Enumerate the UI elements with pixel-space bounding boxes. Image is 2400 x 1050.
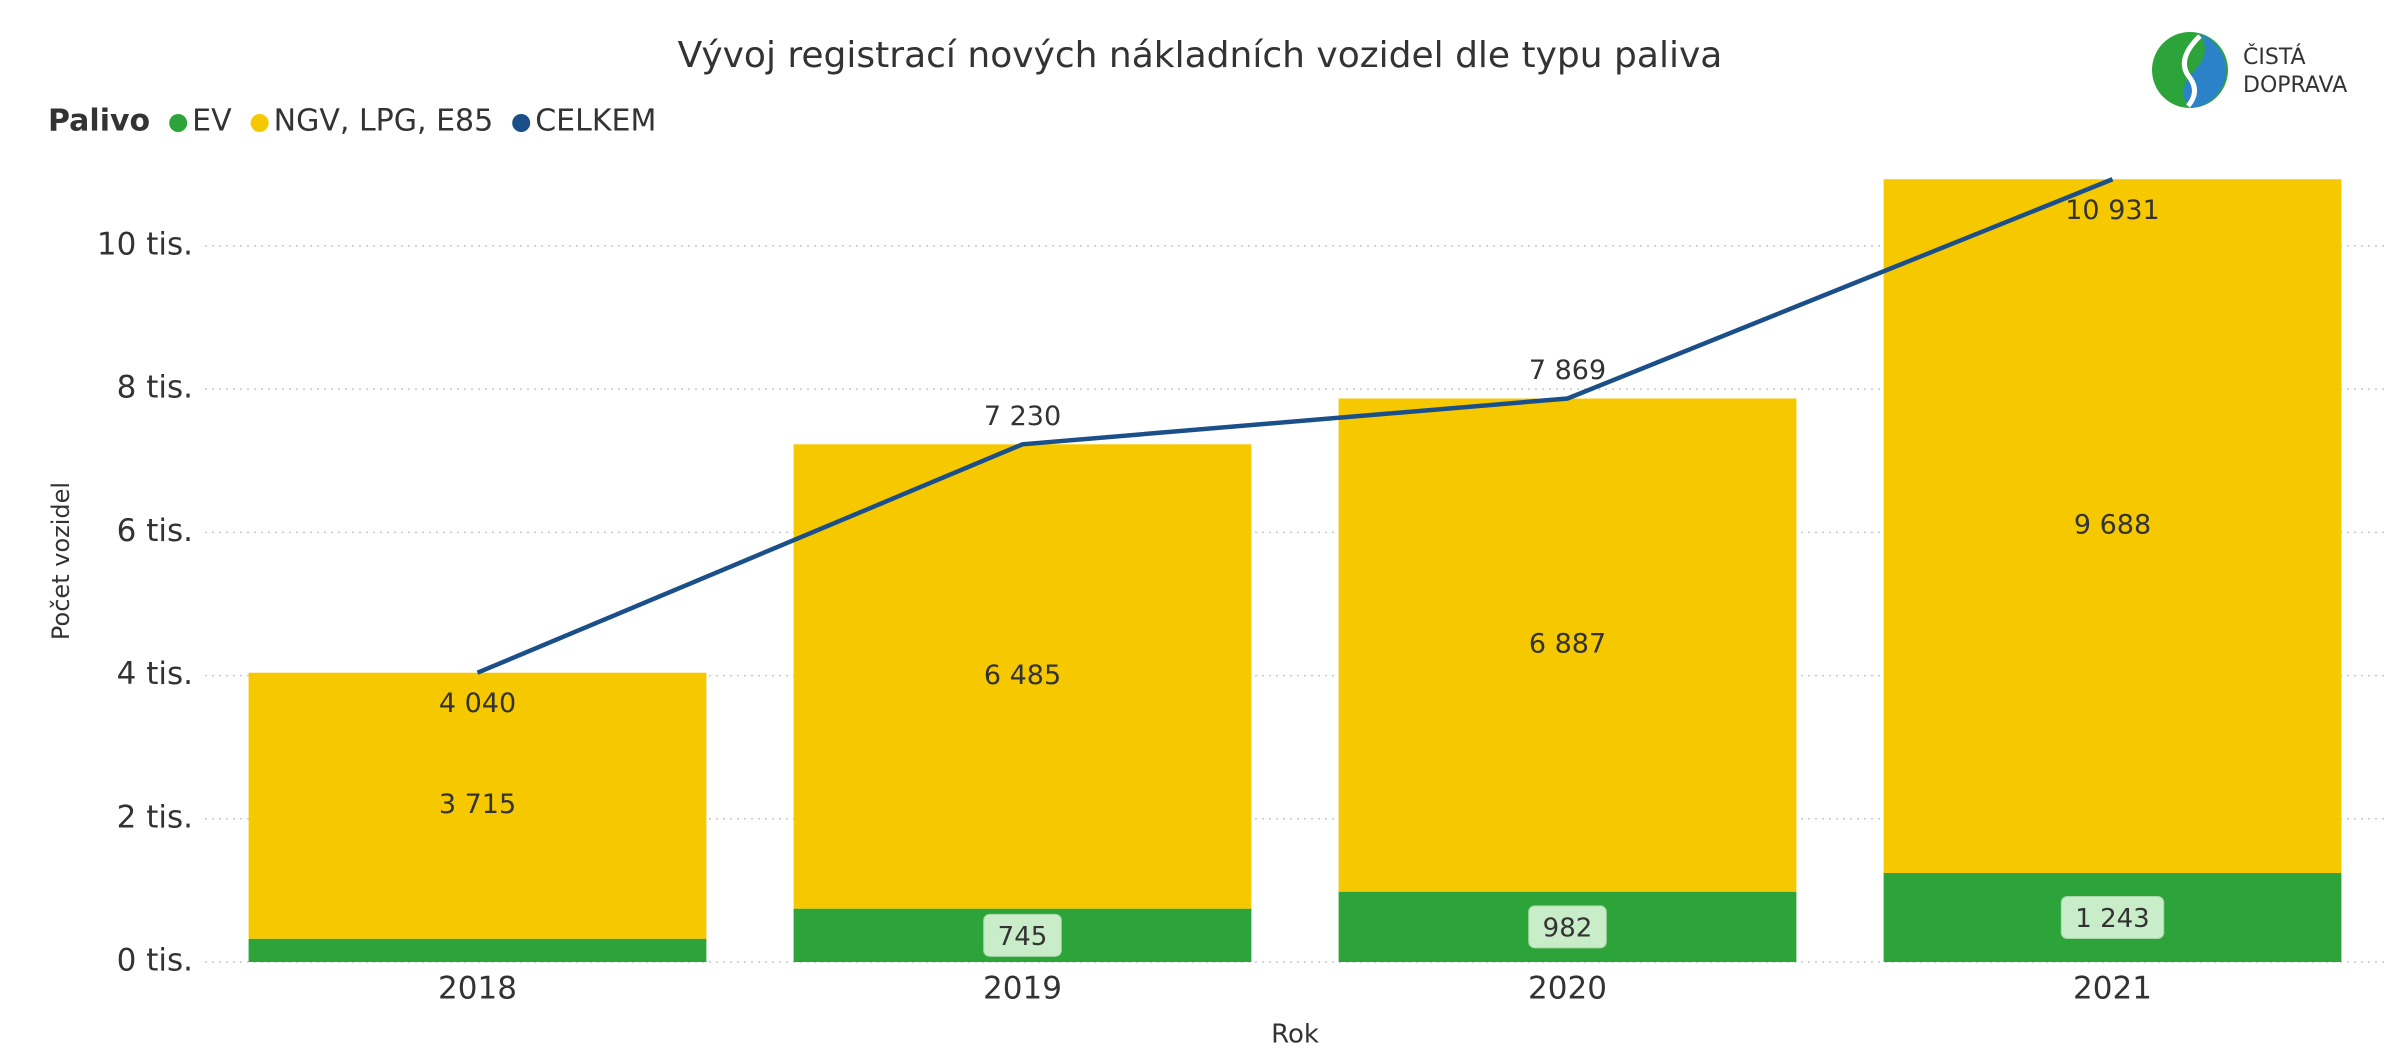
y-tick-label: 4 tis.: [117, 656, 193, 692]
bar-segment: [248, 938, 707, 962]
chart-title: Vývoj registrací nových nákladních vozid…: [678, 35, 1723, 76]
bar-segment: [793, 444, 1252, 909]
data-label: 10 931: [2065, 195, 2159, 226]
legend-marker: [169, 114, 188, 132]
data-label-box: [2060, 895, 2165, 939]
data-label: 7 230: [984, 401, 1061, 432]
data-label: 745: [998, 922, 1048, 952]
legend-title: Palivo: [48, 104, 150, 139]
legend-label: CELKEM: [535, 104, 656, 139]
y-tick-label: 6 tis.: [117, 513, 193, 549]
legend-marker: [512, 114, 531, 132]
data-label: 4 040: [439, 688, 516, 719]
data-label-box: [983, 913, 1062, 957]
data-label: 6 485: [984, 660, 1061, 691]
y-axis-title: Počet vozidel: [47, 482, 75, 640]
x-tick-label: 2019: [983, 971, 1062, 1007]
logo-text: DOPRAVA: [2243, 73, 2347, 98]
legend-label: EV: [192, 104, 232, 139]
legend-label: NGV, LPG, E85: [274, 104, 494, 139]
logo-text: ČISTÁ: [2243, 44, 2306, 70]
x-tick-label: 2020: [1528, 971, 1607, 1007]
data-label: 3 715: [439, 789, 516, 820]
bar-segment: [1883, 179, 2342, 873]
legend: Palivo EV NGV, LPG, E85 CELKEM: [48, 104, 656, 139]
y-tick-label: 2 tis.: [117, 799, 193, 835]
logo-road: [2181, 34, 2202, 108]
y-tick-label: 8 tis.: [117, 370, 193, 406]
bar-segment: [1338, 398, 1797, 892]
data-label: 982: [1543, 913, 1593, 943]
x-axis-title: Rok: [1271, 1020, 1319, 1050]
data-label-box: [1528, 905, 1607, 949]
data-label: 6 887: [1529, 629, 1606, 660]
line: [476, 177, 2114, 675]
logo: ČISTÁ DOPRAVA: [2152, 32, 2347, 108]
bar-segment: [248, 672, 707, 939]
x-tick-label: 2018: [438, 971, 517, 1007]
y-tick-label: 0 tis.: [117, 943, 193, 979]
data-label: 9 688: [2074, 510, 2151, 541]
legend-marker: [250, 114, 269, 132]
data-label: 7 869: [1529, 355, 1606, 386]
y-tick-label: 10 tis.: [97, 226, 193, 262]
data-label: 1 243: [2075, 904, 2149, 934]
x-tick-label: 2021: [2073, 971, 2152, 1007]
